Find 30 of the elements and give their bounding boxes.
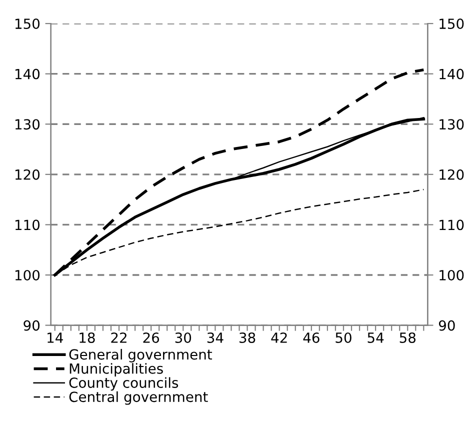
x-tick-label: 46 xyxy=(303,332,320,343)
y2-tick-label: 130 xyxy=(440,119,464,130)
x-tick-label: 30 xyxy=(175,332,192,343)
y-tick-label: 90 xyxy=(24,320,40,331)
y2-tick-label: 140 xyxy=(440,68,464,80)
y2-tick-label: 100 xyxy=(440,270,464,280)
y2-tick-label: 150 xyxy=(440,18,464,30)
y-tick-label: 130 xyxy=(15,119,40,130)
x-tick-label: 42 xyxy=(271,332,287,343)
x-tick-label: 14 xyxy=(48,332,63,343)
x-tick-label: 18 xyxy=(80,332,95,343)
x-tick-label: 22 xyxy=(111,332,126,343)
y-tick-label: 140 xyxy=(15,68,40,80)
legend-label: Central government xyxy=(69,391,208,405)
y-tick-label: 120 xyxy=(15,169,40,180)
x-tick-label: 38 xyxy=(240,332,256,343)
x-tick-label: 58 xyxy=(400,332,416,343)
y2-tick-label: 90 xyxy=(438,320,455,331)
y2-tick-label: 120 xyxy=(440,169,464,180)
y-tick-label: 150 xyxy=(15,18,40,30)
y-tick-label: 100 xyxy=(15,270,40,280)
x-tick-label: 34 xyxy=(207,332,224,343)
x-tick-label: 26 xyxy=(143,332,160,343)
y-tick-label: 110 xyxy=(15,220,40,230)
legend-label: Municipalities xyxy=(70,363,163,377)
legend-label: General government xyxy=(69,348,212,362)
x-tick-label: 54 xyxy=(368,332,384,343)
y2-tick-label: 110 xyxy=(440,220,464,230)
x-tick-label: 50 xyxy=(336,332,352,343)
legend-label: County councils xyxy=(69,377,178,391)
